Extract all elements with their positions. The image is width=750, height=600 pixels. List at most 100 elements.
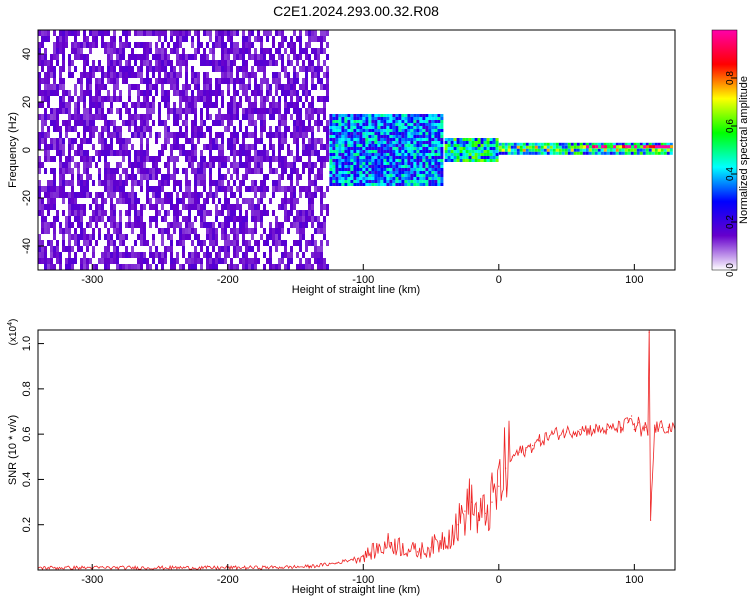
heatmap-cell — [230, 60, 233, 66]
heatmap-cell — [652, 145, 656, 149]
heatmap-cell — [98, 210, 101, 216]
heatmap-cell — [83, 252, 86, 258]
heatmap-cell — [308, 162, 311, 168]
heatmap-cell — [386, 159, 390, 162]
heatmap-cell — [410, 183, 414, 186]
heatmap-cell — [278, 132, 281, 138]
heatmap-cell — [128, 126, 131, 132]
heatmap-cell — [654, 151, 658, 155]
spectrogram-y-label: Frequency (Hz) — [7, 112, 19, 188]
heatmap-cell — [302, 186, 305, 192]
heatmap-cell — [636, 142, 640, 146]
heatmap-cell — [615, 148, 619, 152]
heatmap-cell — [167, 210, 170, 216]
heatmap-cell — [158, 66, 161, 72]
heatmap-cell — [104, 246, 107, 252]
heatmap-cell — [83, 150, 86, 156]
heatmap-cell — [332, 156, 336, 159]
heatmap-cell — [281, 186, 284, 192]
heatmap-cell — [236, 186, 239, 192]
heatmap-cell — [149, 198, 152, 204]
heatmap-cell — [365, 117, 369, 120]
heatmap-cell — [374, 120, 378, 123]
heatmap-cell — [230, 144, 233, 150]
heatmap-cell — [245, 228, 248, 234]
heatmap-cell — [353, 156, 357, 159]
heatmap-cell — [431, 183, 435, 186]
heatmap-cell — [257, 240, 260, 246]
heatmap-cell — [173, 72, 176, 78]
heatmap-cell — [281, 228, 284, 234]
heatmap-cell — [164, 258, 167, 264]
heatmap-cell — [383, 138, 387, 141]
heatmap-cell — [176, 198, 179, 204]
heatmap-cell — [573, 151, 577, 155]
y-tick-label: 0.6 — [21, 427, 33, 442]
heatmap-cell — [431, 171, 435, 174]
heatmap-cell — [224, 228, 227, 234]
heatmap-cell — [600, 151, 604, 155]
heatmap-cell — [188, 204, 191, 210]
heatmap-cell — [275, 186, 278, 192]
heatmap-cell — [347, 132, 351, 135]
heatmap-cell — [197, 198, 200, 204]
heatmap-cell — [134, 252, 137, 258]
heatmap-cell — [504, 145, 508, 149]
heatmap-cell — [128, 60, 131, 66]
heatmap-cell — [77, 108, 80, 114]
heatmap-cell — [269, 84, 272, 90]
heatmap-cell — [170, 78, 173, 84]
heatmap-cell — [158, 228, 161, 234]
heatmap-cell — [161, 120, 164, 126]
heatmap-cell — [119, 210, 122, 216]
heatmap-cell — [359, 150, 363, 153]
heatmap-cell — [311, 138, 314, 144]
heatmap-cell — [44, 186, 47, 192]
heatmap-cell — [125, 246, 128, 252]
heatmap-cell — [296, 156, 299, 162]
heatmap-cell — [287, 228, 290, 234]
heatmap-cell — [203, 48, 206, 54]
snr-point — [647, 433, 649, 435]
heatmap-cell — [41, 246, 44, 252]
heatmap-cell — [47, 186, 50, 192]
heatmap-cell — [311, 192, 314, 198]
heatmap-cell — [489, 141, 493, 144]
heatmap-cell — [242, 30, 245, 36]
heatmap-cell — [293, 108, 296, 114]
heatmap-cell — [299, 126, 302, 132]
heatmap-cell — [248, 258, 251, 264]
heatmap-cell — [353, 114, 357, 117]
heatmap-cell — [308, 138, 311, 144]
heatmap-cell — [182, 198, 185, 204]
heatmap-cell — [230, 264, 233, 270]
heatmap-cell — [377, 126, 381, 129]
heatmap-cell — [233, 30, 236, 36]
heatmap-cell — [383, 132, 387, 135]
heatmap-cell — [158, 60, 161, 66]
heatmap-cell — [215, 252, 218, 258]
heatmap-cell — [191, 258, 194, 264]
heatmap-cell — [317, 156, 320, 162]
heatmap-cell — [368, 162, 372, 165]
heatmap-cell — [116, 84, 119, 90]
heatmap-cell — [158, 102, 161, 108]
heatmap-cell — [71, 192, 74, 198]
heatmap-cell — [281, 36, 284, 42]
heatmap-cell — [383, 180, 387, 183]
heatmap-cell — [38, 162, 41, 168]
heatmap-cell — [434, 144, 438, 147]
heatmap-cell — [663, 142, 667, 146]
heatmap-cell — [215, 144, 218, 150]
heatmap-cell — [140, 210, 143, 216]
heatmap-cell — [152, 204, 155, 210]
heatmap-cell — [62, 102, 65, 108]
heatmap-cell — [233, 180, 236, 186]
heatmap-cell — [311, 30, 314, 36]
heatmap-cell — [395, 153, 399, 156]
heatmap-cell — [474, 138, 478, 141]
heatmap-cell — [359, 174, 363, 177]
heatmap-cell — [161, 180, 164, 186]
heatmap-cell — [122, 156, 125, 162]
heatmap-cell — [338, 171, 342, 174]
